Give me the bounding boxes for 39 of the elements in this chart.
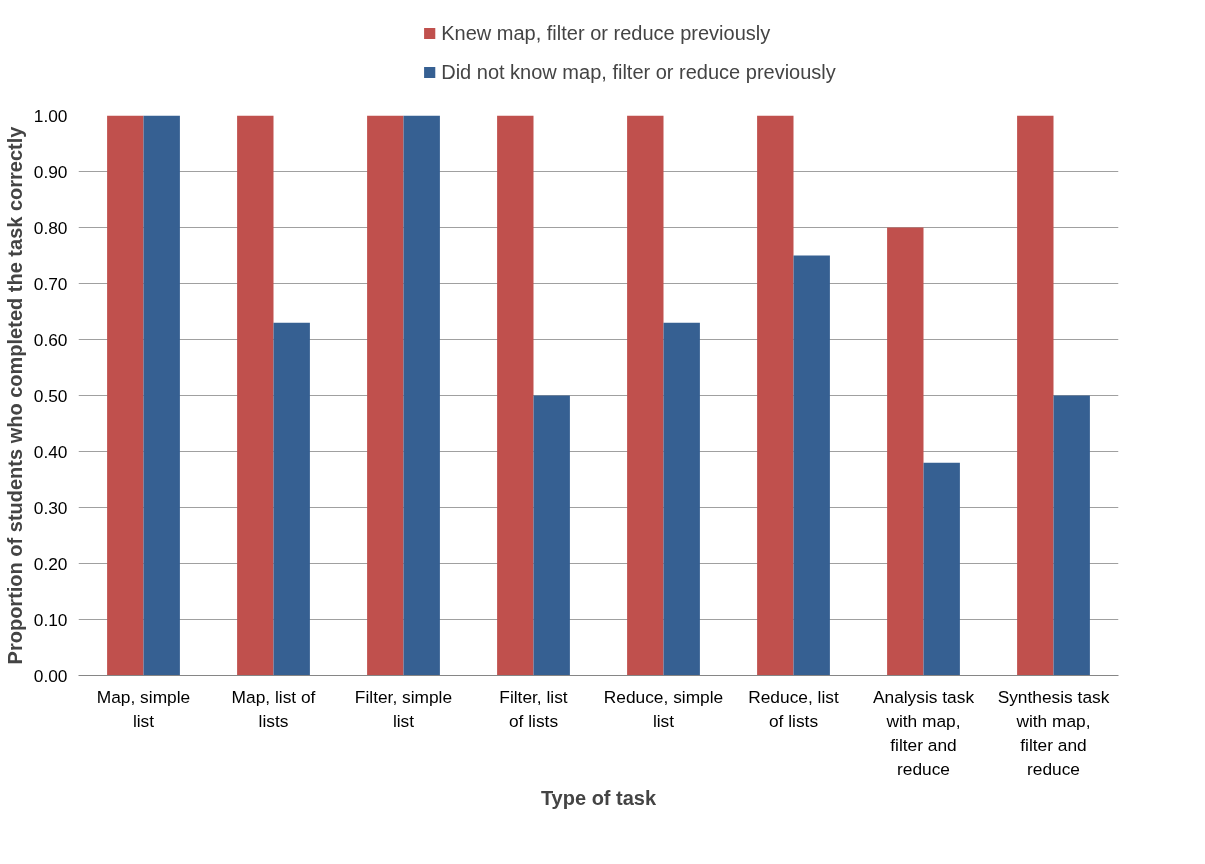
y-tick-label: 0.10	[33, 609, 68, 630]
bar	[887, 227, 924, 676]
legend-label: Knew map, filter or reduce previously	[441, 21, 771, 45]
bar	[403, 115, 440, 676]
bar	[497, 115, 534, 676]
legend-label: Did not know map, filter or reduce previously	[441, 60, 836, 84]
x-tick-label: Filter, list of lists	[499, 686, 568, 731]
bar	[143, 115, 180, 676]
y-tick-label: 0.40	[33, 441, 68, 462]
y-tick-label: 0.90	[33, 161, 68, 182]
x-tick-label: Map, simple list	[96, 686, 191, 731]
x-tick-label: Filter, simple list	[354, 686, 453, 731]
bar	[107, 115, 144, 676]
bar	[273, 322, 310, 676]
y-tick-label: 0.70	[33, 273, 68, 294]
bar	[1053, 395, 1090, 676]
bar	[533, 395, 570, 676]
bar	[367, 115, 404, 676]
y-axis-title: Proportion of students who completed the task correctly	[3, 125, 26, 665]
x-tick-label: Map, list of lists	[231, 686, 316, 731]
y-tick-label: 0.00	[33, 665, 68, 686]
x-axis-title: Type of task	[540, 786, 657, 809]
bar	[757, 115, 794, 676]
x-tick-label: Synthesis task with map, filter and reduce	[997, 686, 1110, 779]
bar	[923, 462, 960, 676]
bar	[1017, 115, 1054, 676]
y-tick-label: 0.50	[33, 385, 68, 406]
y-tick-label: 0.20	[33, 553, 68, 574]
bar	[793, 255, 830, 676]
y-tick-label: 0.60	[33, 329, 68, 350]
bar	[627, 115, 664, 676]
bar	[663, 322, 700, 676]
y-tick-label: 0.30	[33, 497, 68, 518]
x-tick-label: Analysis task with map, filter and reduce	[872, 686, 975, 779]
x-tick-label: Reduce, simple list	[603, 686, 724, 731]
bar	[237, 115, 274, 676]
y-tick-label: 1.00	[33, 105, 68, 126]
y-tick-label: 0.80	[33, 217, 68, 238]
x-tick-label: Reduce, list of lists	[748, 686, 839, 731]
